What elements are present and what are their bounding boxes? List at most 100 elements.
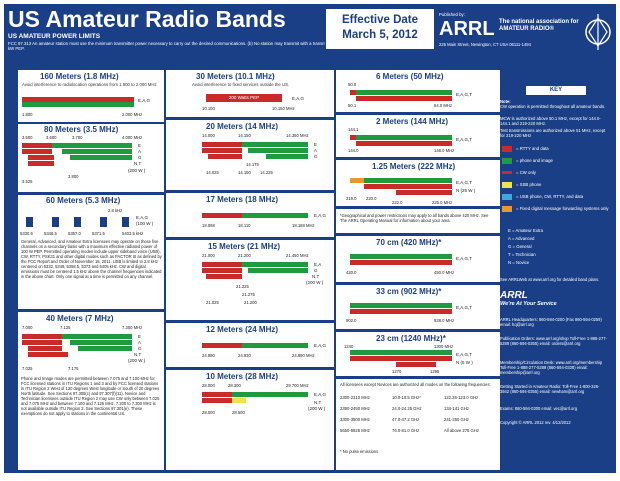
- freq-label: 14.225: [260, 170, 273, 175]
- phone-segment: [242, 213, 308, 218]
- band-chart-body: 160 Meters (1.8 MHz) Avoid interference …: [4, 58, 616, 473]
- phone-segment: [242, 142, 308, 147]
- fixed-digital-segment: [350, 178, 364, 183]
- band-title: 23 cm (1240 MHz)*: [376, 334, 446, 343]
- license-classes: E,A,G,T: [456, 92, 473, 97]
- key-swatch: [502, 158, 512, 164]
- freq-label: 219.0: [346, 196, 357, 201]
- band-title: 30 Meters (10.1 MHz): [196, 72, 275, 81]
- freq-label: 54.0 MHz: [434, 103, 452, 108]
- above-cell: 5650-5925 MHz: [340, 428, 370, 433]
- copyright: Copyright © ARRL 2012 rev. 4/12/2012: [500, 420, 571, 425]
- band-title: 80 Meters (3.5 MHz): [44, 125, 119, 134]
- freq-label: 225.0 MHz: [432, 200, 453, 205]
- freq-label: 3.800: [68, 174, 79, 179]
- freq-label: 7.000: [22, 325, 33, 330]
- page-title: US Amateur Radio Bands: [8, 6, 286, 32]
- band-125m: 1.25 Meters (222 MHz) E,A,G,T N (25 W ) …: [336, 160, 500, 206]
- phone-segment: [242, 262, 308, 267]
- arrl-mark: ARRL: [500, 290, 528, 301]
- freq-label: 2.000 MHz: [122, 112, 143, 117]
- band-2m: 2 Meters (144 MHz) 144.1 E,A,G,T 144.0 1…: [336, 115, 500, 157]
- key-swatch: [502, 194, 512, 200]
- rtty-segment: [202, 398, 232, 403]
- phone-segment: [22, 102, 134, 107]
- see-arrlweb: See ARRLWeb at www.arrl.org for detailed…: [500, 277, 600, 282]
- freq-label: 144.1: [348, 127, 359, 132]
- power-limit-bar: 200 Watts PEP: [206, 94, 282, 102]
- freq-label: 3.600: [46, 135, 57, 140]
- published-by: Published by:: [439, 12, 465, 17]
- band-title: 1.25 Meters (222 MHz): [372, 162, 456, 171]
- band-title: 15 Meters (21 MHz): [208, 242, 281, 251]
- geo-note: *Geographical and power restrictions may…: [340, 213, 489, 223]
- freq-label: 24.990 MHz: [292, 353, 315, 358]
- freq-label: 222.0: [392, 200, 403, 205]
- license-class: N (25 W ): [456, 188, 476, 193]
- power-limit: (200 W ): [306, 280, 324, 285]
- power-limit: (200 W ): [128, 168, 146, 173]
- band-20m: 20 Meters (14 MHz) 14.000 14.150 14.350 …: [166, 120, 334, 190]
- band-title: 160 Meters (1.8 MHz): [40, 72, 119, 81]
- band-23cm: 23 cm (1240 MHz)* 1240 1300 MHz E,A,G,T …: [336, 332, 500, 376]
- cw-segment: [350, 135, 356, 140]
- license-class: N,T: [312, 274, 320, 279]
- license-label: G = General: [508, 244, 532, 249]
- phone-segment: [350, 350, 452, 355]
- freq-label: 28.000: [202, 383, 215, 388]
- effective-date: March 5, 2012: [342, 29, 418, 41]
- freq-label: 5330.5: [20, 231, 33, 236]
- rtty-segment: [22, 143, 52, 148]
- band-40m-text: Phone and Image modes are permitted betw…: [21, 376, 160, 416]
- key-label: = RTTY and data: [516, 146, 549, 151]
- freq-label: 902.0: [346, 318, 357, 323]
- freq-label: 28.300: [228, 383, 241, 388]
- license-classes: E,A,G: [292, 96, 305, 101]
- cw-segment: [350, 90, 356, 95]
- band-6m: 6 Meters (50 MHz) 50.0 E,A,G,T 50.1 54.0…: [336, 70, 500, 112]
- freq-label: 7.025: [22, 366, 33, 371]
- freq-label: 1295: [430, 369, 440, 374]
- freq-label: 4.000 MHz: [122, 135, 143, 140]
- above-cell: 241-250 GHz: [444, 417, 469, 422]
- contact-hq: ARRL Headquarters: 860-594-0200 (Fax 860…: [500, 317, 602, 327]
- freq-label: 24.890: [202, 353, 215, 358]
- arrl-tagline: The national association for AMATEUR RAD…: [499, 19, 579, 32]
- phone-segment: [232, 392, 308, 397]
- above-bands-table: All licensees except Novices are authori…: [336, 379, 500, 470]
- license-class: G: [314, 154, 318, 159]
- freq-label: 21.200: [244, 300, 257, 305]
- band-title: 17 Meters (18 MHz): [206, 195, 279, 204]
- power-limits-heading: US AMATEUR POWER LIMITS: [8, 33, 101, 40]
- above-cell: 2300-2310 MHz: [340, 395, 370, 400]
- freq-label: 50.0: [348, 82, 357, 87]
- band-note: Avoid interference to fixed services out…: [192, 82, 290, 87]
- effective-date-box: Effective Date March 5, 2012: [325, 8, 435, 50]
- freq-label: 1270: [392, 369, 402, 374]
- key-label: = Fixed digital message forwarding syste…: [516, 206, 609, 211]
- license-classes: E,A,G,T: [456, 180, 473, 185]
- band-geo-note: *Geographical and power restrictions may…: [336, 209, 500, 233]
- rtty-segment: [356, 141, 452, 146]
- above-head: All licensees except Novices are authori…: [340, 382, 491, 387]
- key-note: CW operation is permitted throughout all…: [500, 104, 606, 109]
- rtty-segment: [202, 392, 232, 397]
- key-label: = phone and image: [516, 158, 553, 163]
- freq-label: 18.168 MHz: [292, 223, 315, 228]
- band-10m: 10 Meters (28 MHz) 28.000 28.300 29.700 …: [166, 370, 334, 470]
- license-class: E: [138, 143, 142, 148]
- rtty-segment: [350, 309, 452, 314]
- band-30m: 30 Meters (10.1 MHz) Avoid interference …: [166, 70, 334, 117]
- phone-segment: [350, 303, 452, 308]
- freq-label: 21.275: [242, 292, 255, 297]
- channel-2: [52, 217, 59, 227]
- freq-label: 420.0: [346, 270, 357, 275]
- key-note: MCW is authorized above 50.1 MHz, except…: [500, 116, 601, 126]
- band-title: 70 cm (420 MHz)*: [376, 238, 442, 247]
- license-class: A: [138, 340, 142, 345]
- key-label: = USB phone, CW, RTTY, and data: [516, 194, 584, 199]
- phone-segment: [62, 149, 132, 154]
- freq-label: 5357.0: [68, 231, 81, 236]
- freq-label: 28.000: [202, 410, 215, 415]
